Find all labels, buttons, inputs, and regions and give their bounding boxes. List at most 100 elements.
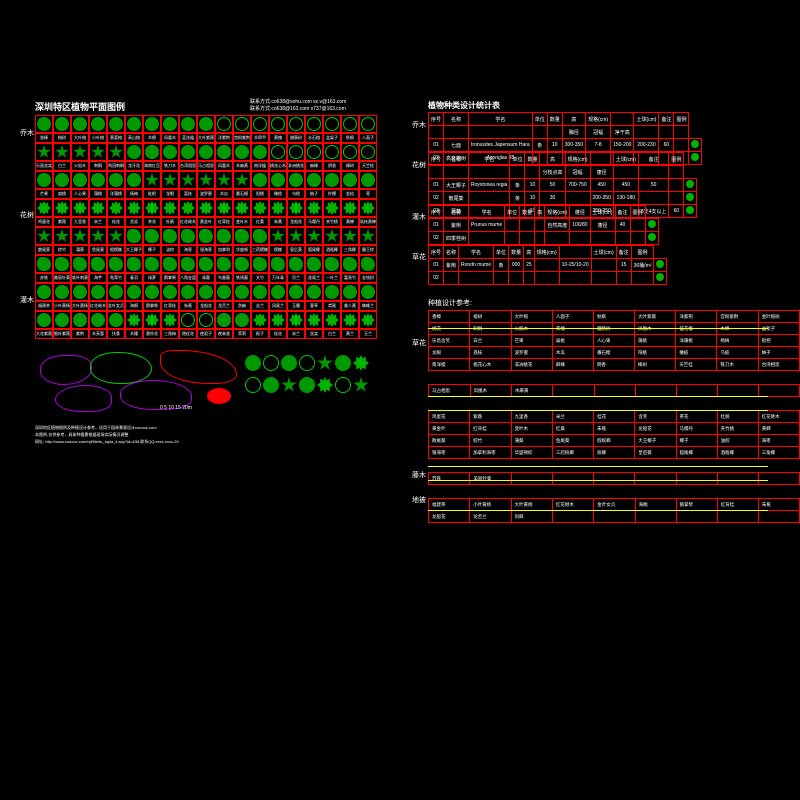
table-header: 序号 [429, 153, 444, 166]
grid-cell [341, 171, 359, 189]
extra-symbol [245, 377, 261, 393]
grid-label: 夜来香 [215, 329, 233, 339]
table-cell [534, 272, 559, 285]
grid-cell [125, 171, 143, 189]
grid-label: 台湾相思 [179, 161, 197, 171]
plant-symbol [343, 117, 357, 131]
grid-cell [287, 227, 305, 245]
table-cell: 02 [429, 232, 444, 245]
plant-symbol [181, 117, 195, 131]
table-subheader: 分枝点高 [540, 166, 565, 179]
section-divider [428, 510, 768, 511]
grid-cell [323, 115, 341, 133]
grid-cell [53, 143, 71, 161]
table-header: 单位 [505, 206, 520, 219]
grid-cell [233, 311, 251, 329]
ref-cell: 洋蒲桃 [676, 335, 717, 347]
grid-label: 蓝花楹 [179, 133, 197, 143]
table-cell [535, 232, 545, 245]
table-cell [684, 179, 697, 192]
table-subheader: 净干高 [611, 126, 634, 139]
table-header: 学名 [469, 113, 533, 126]
plant-symbol [199, 173, 213, 187]
plant-symbol [181, 145, 195, 159]
grid-label: 海芋 [89, 273, 107, 283]
ref-cell [594, 473, 635, 485]
ref-table-0: 香樟榕树大叶榕人面子秋枫大叶紫薇洋紫荆宫粉紫荆金叶榕树桃花刺桐火焰木黄槐腊肠树凤… [428, 310, 800, 371]
grid-cell [35, 311, 53, 329]
plant-symbol [307, 229, 321, 243]
table-cell: Roystonea regia [469, 179, 510, 192]
plant-symbol [73, 285, 87, 299]
table-cell [689, 139, 702, 152]
grid-cell [53, 283, 71, 301]
table-cell: 散尾葵 [444, 192, 469, 205]
plant-symbol [109, 117, 123, 131]
ref-cell [511, 473, 552, 485]
table-header: 单位 [532, 113, 547, 126]
grid-cell [143, 227, 161, 245]
plant-symbol [289, 229, 303, 243]
table-cell: 100/80 [570, 219, 590, 232]
legend-icon [656, 260, 664, 268]
table-cell: 60 [669, 205, 684, 218]
footnote-3: 网址: http://www.cooooc.com/njf/file/tu_tu… [35, 439, 179, 444]
table-cell: 紫荆 [444, 259, 459, 272]
section-divider [428, 480, 768, 481]
plant-symbol [253, 145, 267, 159]
grid-label: 木芙蓉 [89, 329, 107, 339]
grid-label: 洋蒲桃 [107, 189, 125, 199]
grid-label: 油棕 [161, 245, 179, 255]
ref-cell: 秋枫 [593, 311, 634, 323]
grid-cell [107, 255, 125, 273]
grid-cell [359, 311, 377, 329]
plant-symbol [199, 145, 213, 159]
table-cell: 200-230 [634, 139, 659, 152]
plant-symbol [73, 229, 87, 243]
grid-cell [125, 143, 143, 161]
table-cell: 130-180 [613, 192, 638, 205]
ref-cell: 马占相思 [429, 385, 471, 397]
table-cell [645, 219, 658, 232]
grid-label: 含笑 [125, 217, 143, 227]
grid-cell [197, 171, 215, 189]
grid-label: 腊肠树 [287, 133, 305, 143]
grid-label: 棕竹 [53, 245, 71, 255]
table-header: 单位 [494, 246, 509, 259]
plant-symbol [145, 257, 159, 271]
grid-label: 桂花 [107, 217, 125, 227]
plant-symbol [127, 145, 141, 159]
table-cell [684, 205, 697, 218]
ref-cell: 人心果 [593, 335, 634, 347]
grid-label: 洋紫荆 [215, 133, 233, 143]
grid-label: 蜘蛛兰 [359, 301, 377, 311]
plant-symbol [181, 229, 195, 243]
grid-cell [269, 311, 287, 329]
ref-cell: 银海枣 [429, 447, 470, 459]
grid-label: 红背桂 [215, 217, 233, 227]
table-cell [524, 272, 535, 285]
table-header: 土球(cm) [634, 113, 659, 126]
table-header: 数量 [525, 153, 540, 166]
grid-cell [53, 311, 71, 329]
extra-symbol [353, 377, 369, 393]
ref-cell [594, 511, 635, 523]
grid-cell [71, 115, 89, 133]
grid-label: 朱蕉 [269, 217, 287, 227]
plant-symbol [307, 313, 321, 327]
plant-symbol [343, 173, 357, 187]
plant-symbol [109, 145, 123, 159]
grid-cell [71, 311, 89, 329]
table-cell: 10 [525, 192, 540, 205]
plant-symbol [127, 257, 141, 271]
table-cell [505, 232, 520, 245]
plant-symbol [37, 201, 51, 215]
grid-cell [269, 143, 287, 161]
scale-bar: 0 5 10 15 20m [160, 405, 192, 411]
right-label-1: 花树 [412, 160, 426, 170]
ref-cell: 黄金叶 [429, 423, 470, 435]
extra-symbol [335, 355, 351, 371]
table-header [611, 113, 634, 126]
plant-symbol [127, 313, 141, 327]
ref-cell: 龙眼 [429, 347, 470, 359]
